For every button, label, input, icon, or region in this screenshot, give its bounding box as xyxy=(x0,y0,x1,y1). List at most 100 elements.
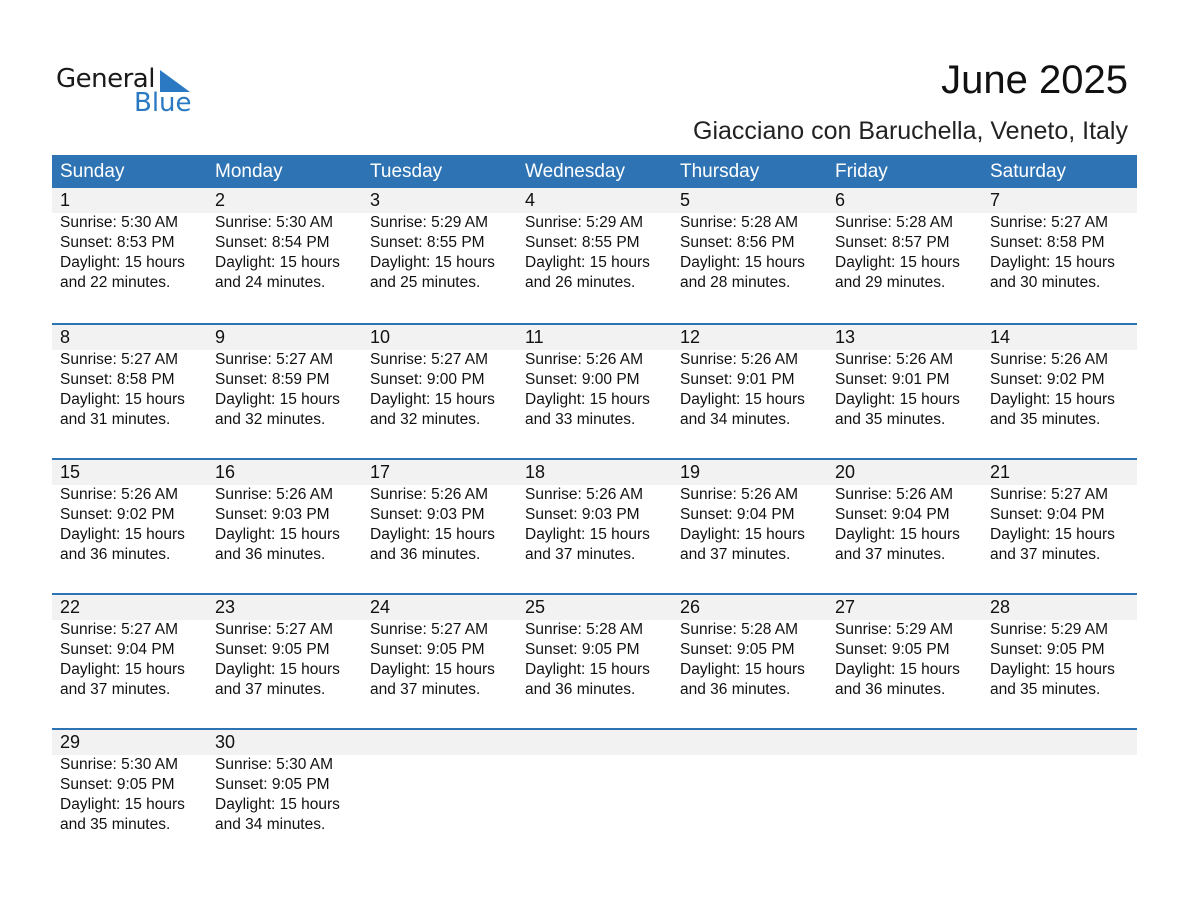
daylight-minutes-text: and 22 minutes. xyxy=(60,274,171,291)
daylight-text: Daylight: 15 hours xyxy=(680,254,805,271)
date-band xyxy=(52,460,1137,485)
weekday-friday: Friday xyxy=(835,161,888,182)
daylight-text: Daylight: 15 hours xyxy=(60,526,185,543)
day-number: 21 xyxy=(990,462,1011,482)
sunset-text: Sunset: 8:53 PM xyxy=(60,234,175,251)
day-number: 16 xyxy=(215,462,236,482)
sunrise-text: Sunrise: 5:28 AM xyxy=(680,621,799,638)
sunset-text: Sunset: 8:55 PM xyxy=(370,234,485,251)
daylight-text: Daylight: 15 hours xyxy=(370,391,495,408)
sunset-text: Sunset: 9:01 PM xyxy=(835,371,950,388)
sunset-text: Sunset: 9:04 PM xyxy=(990,506,1105,523)
daylight-minutes-text: and 36 minutes. xyxy=(60,546,171,563)
daylight-text: Daylight: 15 hours xyxy=(990,526,1115,543)
page-title: June 2025 xyxy=(941,58,1128,102)
daylight-minutes-text: and 33 minutes. xyxy=(525,411,636,428)
day-number: 9 xyxy=(215,327,226,347)
daylight-minutes-text: and 37 minutes. xyxy=(370,681,481,698)
daylight-minutes-text: and 34 minutes. xyxy=(215,816,326,833)
daylight-minutes-text: and 30 minutes. xyxy=(990,274,1101,291)
day-cell: 29 Sunrise: 5:30 AM Sunset: 9:05 PM Dayligh… xyxy=(52,730,207,835)
daylight-text: Daylight: 15 hours xyxy=(215,661,340,678)
sunset-text: Sunset: 9:02 PM xyxy=(60,506,175,523)
sunset-text: Sunset: 9:03 PM xyxy=(525,506,640,523)
day-cell: 18 Sunrise: 5:26 AM Sunset: 9:03 PM Dayligh… xyxy=(517,460,672,565)
sunset-text: Sunset: 9:03 PM xyxy=(370,506,485,523)
sunrise-text: Sunrise: 5:27 AM xyxy=(370,621,489,638)
day-number: 10 xyxy=(370,327,391,347)
day-cell: 4 Sunrise: 5:29 AM Sunset: 8:55 PM Daylight… xyxy=(517,188,672,293)
day-number: 3 xyxy=(370,190,381,210)
sunset-text: Sunset: 9:04 PM xyxy=(680,506,795,523)
daylight-text: Daylight: 15 hours xyxy=(215,526,340,543)
daylight-minutes-text: and 37 minutes. xyxy=(680,546,791,563)
sunrise-text: Sunrise: 5:28 AM xyxy=(525,621,644,638)
week-row: 15 Sunrise: 5:26 AM Sunset: 9:02 PM Dayligh… xyxy=(52,458,1137,593)
sunset-text: Sunset: 9:05 PM xyxy=(835,641,950,658)
sunset-text: Sunset: 9:04 PM xyxy=(60,641,175,658)
daylight-minutes-text: and 36 minutes. xyxy=(835,681,946,698)
day-cell: 22 Sunrise: 5:27 AM Sunset: 9:04 PM Dayligh… xyxy=(52,595,207,700)
daylight-minutes-text: and 36 minutes. xyxy=(525,681,636,698)
daylight-minutes-text: and 28 minutes. xyxy=(680,274,791,291)
daylight-minutes-text: and 32 minutes. xyxy=(215,411,326,428)
sunset-text: Sunset: 9:00 PM xyxy=(370,371,485,388)
sunset-text: Sunset: 9:05 PM xyxy=(680,641,795,658)
sunset-text: Sunset: 9:05 PM xyxy=(215,776,330,793)
daylight-minutes-text: and 37 minutes. xyxy=(835,546,946,563)
weekday-thursday: Thursday xyxy=(680,161,760,182)
daylight-text: Daylight: 15 hours xyxy=(370,526,495,543)
day-number: 17 xyxy=(370,462,391,482)
day-cell: 13 Sunrise: 5:26 AM Sunset: 9:01 PM Dayligh… xyxy=(827,325,982,430)
daylight-minutes-text: and 24 minutes. xyxy=(215,274,326,291)
week-row: 22 Sunrise: 5:27 AM Sunset: 9:04 PM Dayligh… xyxy=(52,593,1137,728)
date-band xyxy=(52,325,1137,350)
sunrise-text: Sunrise: 5:27 AM xyxy=(370,351,489,368)
sunset-text: Sunset: 8:56 PM xyxy=(680,234,795,251)
date-band xyxy=(52,188,1137,213)
daylight-text: Daylight: 15 hours xyxy=(60,254,185,271)
sunrise-text: Sunrise: 5:26 AM xyxy=(370,486,489,503)
sunset-text: Sunset: 9:05 PM xyxy=(60,776,175,793)
daylight-text: Daylight: 15 hours xyxy=(835,661,960,678)
logo-text-blue: Blue xyxy=(134,88,192,118)
day-number: 25 xyxy=(525,597,546,617)
weekday-tuesday: Tuesday xyxy=(370,161,443,182)
weekday-sunday: Sunday xyxy=(60,161,125,182)
day-cell: 15 Sunrise: 5:26 AM Sunset: 9:02 PM Dayligh… xyxy=(52,460,207,565)
day-cell: 1 Sunrise: 5:30 AM Sunset: 8:53 PM Daylight… xyxy=(52,188,207,293)
daylight-minutes-text: and 35 minutes. xyxy=(990,681,1101,698)
sunrise-text: Sunrise: 5:30 AM xyxy=(60,756,179,773)
sunrise-text: Sunrise: 5:26 AM xyxy=(835,351,954,368)
sunset-text: Sunset: 9:05 PM xyxy=(990,641,1105,658)
sunrise-text: Sunrise: 5:29 AM xyxy=(525,214,644,231)
date-band xyxy=(52,595,1137,620)
sunset-text: Sunset: 8:55 PM xyxy=(525,234,640,251)
daylight-minutes-text: and 36 minutes. xyxy=(680,681,791,698)
weekday-header: Sunday Monday Tuesday Wednesday Thursday Frid… xyxy=(52,155,1137,188)
day-number: 8 xyxy=(60,327,71,347)
sunrise-text: Sunrise: 5:26 AM xyxy=(680,351,799,368)
day-number: 12 xyxy=(680,327,701,347)
day-number: 5 xyxy=(680,190,691,210)
day-cell: 10 Sunrise: 5:27 AM Sunset: 9:00 PM Dayligh… xyxy=(362,325,517,430)
sunrise-text: Sunrise: 5:27 AM xyxy=(215,351,334,368)
day-number: 26 xyxy=(680,597,701,617)
day-number: 27 xyxy=(835,597,856,617)
day-number: 29 xyxy=(60,732,81,752)
daylight-minutes-text: and 37 minutes. xyxy=(60,681,171,698)
generalblue-logo: General Blue xyxy=(56,64,196,120)
sunrise-text: Sunrise: 5:30 AM xyxy=(215,214,334,231)
daylight-text: Daylight: 15 hours xyxy=(990,391,1115,408)
sunrise-text: Sunrise: 5:27 AM xyxy=(990,214,1109,231)
daylight-minutes-text: and 35 minutes. xyxy=(990,411,1101,428)
sunset-text: Sunset: 9:02 PM xyxy=(990,371,1105,388)
day-number: 14 xyxy=(990,327,1011,347)
weekday-wednesday: Wednesday xyxy=(525,161,625,182)
daylight-text: Daylight: 15 hours xyxy=(990,661,1115,678)
day-number: 1 xyxy=(60,190,71,210)
day-cell: 27 Sunrise: 5:29 AM Sunset: 9:05 PM Dayligh… xyxy=(827,595,982,700)
daylight-text: Daylight: 15 hours xyxy=(680,391,805,408)
sunset-text: Sunset: 9:05 PM xyxy=(370,641,485,658)
